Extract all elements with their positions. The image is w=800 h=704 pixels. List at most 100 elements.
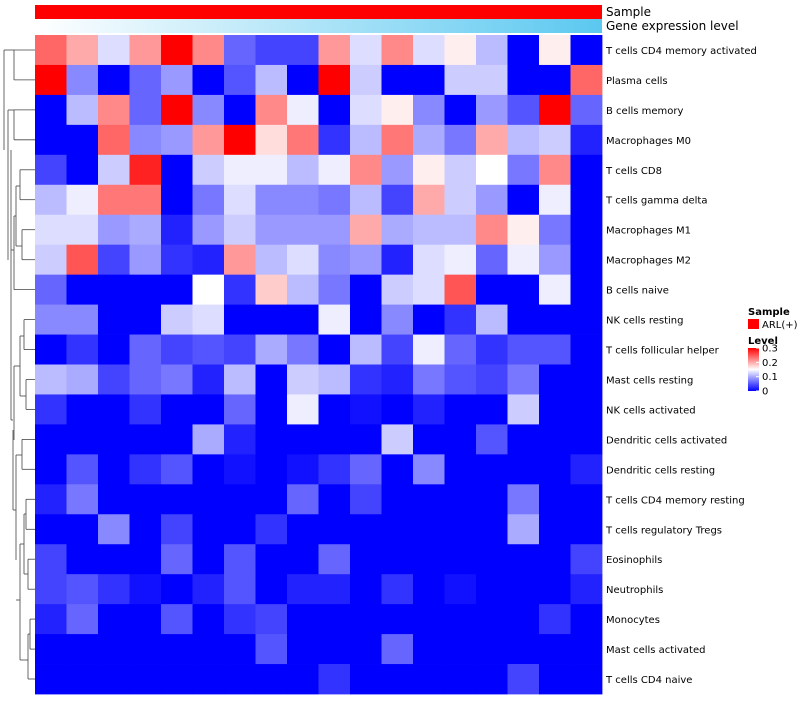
heatmap-cell bbox=[287, 634, 319, 665]
heatmap-cell bbox=[476, 394, 508, 425]
heatmap-cell bbox=[350, 214, 382, 246]
heatmap-cell bbox=[350, 304, 382, 335]
heatmap-cell bbox=[381, 214, 414, 246]
heatmap-cell bbox=[476, 334, 508, 365]
heatmap-cell bbox=[192, 124, 225, 156]
heatmap-cell bbox=[570, 64, 603, 96]
heatmap-cell bbox=[224, 304, 256, 335]
heatmap-cell bbox=[318, 634, 351, 665]
heatmap-cell bbox=[98, 214, 130, 246]
heatmap-cell bbox=[66, 514, 99, 545]
heatmap-cell bbox=[129, 304, 162, 335]
heatmap-cell bbox=[570, 634, 603, 665]
legend-level-title: Level bbox=[748, 336, 778, 347]
heatmap-cell bbox=[129, 244, 162, 276]
heatmap-cell bbox=[413, 214, 445, 246]
heatmap-cell bbox=[255, 184, 288, 216]
row-label: T cells CD4 naive bbox=[605, 675, 692, 686]
heatmap-cell bbox=[444, 184, 477, 216]
heatmap-cell bbox=[255, 214, 288, 246]
heatmap-cell bbox=[129, 214, 162, 246]
heatmap-cell bbox=[161, 454, 193, 485]
row-label: NK cells activated bbox=[606, 405, 696, 416]
sample-track-label: Sample bbox=[606, 5, 651, 19]
heatmap-cell bbox=[381, 94, 414, 126]
heatmap-cell bbox=[161, 394, 193, 425]
heatmap-cell bbox=[192, 604, 225, 635]
legend-sample-title: Sample bbox=[748, 307, 790, 318]
heatmap-cell bbox=[476, 424, 508, 455]
heatmap-cell bbox=[287, 364, 319, 395]
heatmap-cell bbox=[192, 484, 225, 515]
heatmap-cell bbox=[287, 484, 319, 515]
heatmap-cell bbox=[539, 454, 571, 485]
legend-level-tick-label: 0 bbox=[762, 387, 768, 398]
heatmap-cell bbox=[66, 184, 99, 216]
heatmap-cell bbox=[570, 124, 603, 156]
row-label: Plasma cells bbox=[606, 76, 668, 87]
heatmap-cell bbox=[66, 35, 99, 66]
heatmap-cell bbox=[224, 35, 256, 66]
heatmap-cell bbox=[413, 364, 445, 395]
heatmap-cell bbox=[413, 424, 445, 455]
heatmap-cell bbox=[35, 604, 67, 635]
heatmap-cell bbox=[98, 184, 130, 216]
heatmap-cell bbox=[413, 664, 445, 695]
heatmap-cell bbox=[318, 304, 351, 335]
heatmap-cell bbox=[350, 64, 382, 96]
heatmap-cell bbox=[255, 35, 288, 66]
heatmap-cell bbox=[507, 184, 540, 216]
heatmap-cell bbox=[224, 604, 256, 635]
heatmap-cell bbox=[287, 184, 319, 216]
heatmap-cell bbox=[161, 184, 193, 216]
heatmap-cell bbox=[192, 154, 225, 186]
heatmap-cell bbox=[129, 64, 162, 96]
heatmap-cell bbox=[192, 514, 225, 545]
heatmap-cell bbox=[318, 454, 351, 485]
heatmap-cell bbox=[224, 454, 256, 485]
heatmap-cell bbox=[413, 604, 445, 635]
heatmap-cell bbox=[287, 94, 319, 126]
heatmap-cell bbox=[444, 514, 477, 545]
row-label: B cells naive bbox=[606, 286, 669, 297]
heatmap-cell bbox=[161, 364, 193, 395]
heatmap-cell bbox=[255, 574, 288, 605]
heatmap-cell bbox=[350, 514, 382, 545]
heatmap-cell bbox=[507, 544, 540, 575]
heatmap-cell bbox=[413, 334, 445, 365]
heatmap-cell bbox=[507, 154, 540, 186]
legend-level-colorbar bbox=[748, 348, 759, 391]
legend-level-tick-label: 0.1 bbox=[762, 372, 778, 383]
heatmap-cell bbox=[224, 544, 256, 575]
row-label: Neutrophils bbox=[606, 585, 663, 596]
heatmap-cell bbox=[224, 664, 256, 695]
heatmap-cell bbox=[255, 604, 288, 635]
heatmap-cell bbox=[35, 364, 67, 395]
heatmap-cell bbox=[539, 514, 571, 545]
heatmap-cell bbox=[66, 124, 99, 156]
heatmap-cell bbox=[444, 334, 477, 365]
heatmap-cell bbox=[539, 334, 571, 365]
heatmap-cell bbox=[507, 35, 540, 66]
heatmap-cell bbox=[350, 35, 382, 66]
heatmap-cell bbox=[129, 634, 162, 665]
heatmap-cell bbox=[98, 304, 130, 335]
heatmap-cell bbox=[161, 544, 193, 575]
heatmap-cell bbox=[255, 154, 288, 186]
heatmap-cell bbox=[318, 484, 351, 515]
heatmap-cell bbox=[350, 244, 382, 276]
heatmap-cell bbox=[287, 124, 319, 156]
heatmap-cell bbox=[129, 124, 162, 156]
heatmap-cell bbox=[381, 274, 414, 305]
heatmap-cell bbox=[381, 664, 414, 695]
legend-level-tick-label: 0.3 bbox=[762, 344, 778, 355]
heatmap-cell bbox=[129, 364, 162, 395]
heatmap-cell bbox=[381, 574, 414, 605]
heatmap-cell bbox=[444, 394, 477, 425]
heatmap-cell bbox=[570, 244, 603, 276]
heatmap-cell bbox=[507, 64, 540, 96]
heatmap-cell bbox=[161, 244, 193, 276]
heatmap-cell bbox=[255, 424, 288, 455]
row-label: Eosinophils bbox=[606, 555, 662, 566]
